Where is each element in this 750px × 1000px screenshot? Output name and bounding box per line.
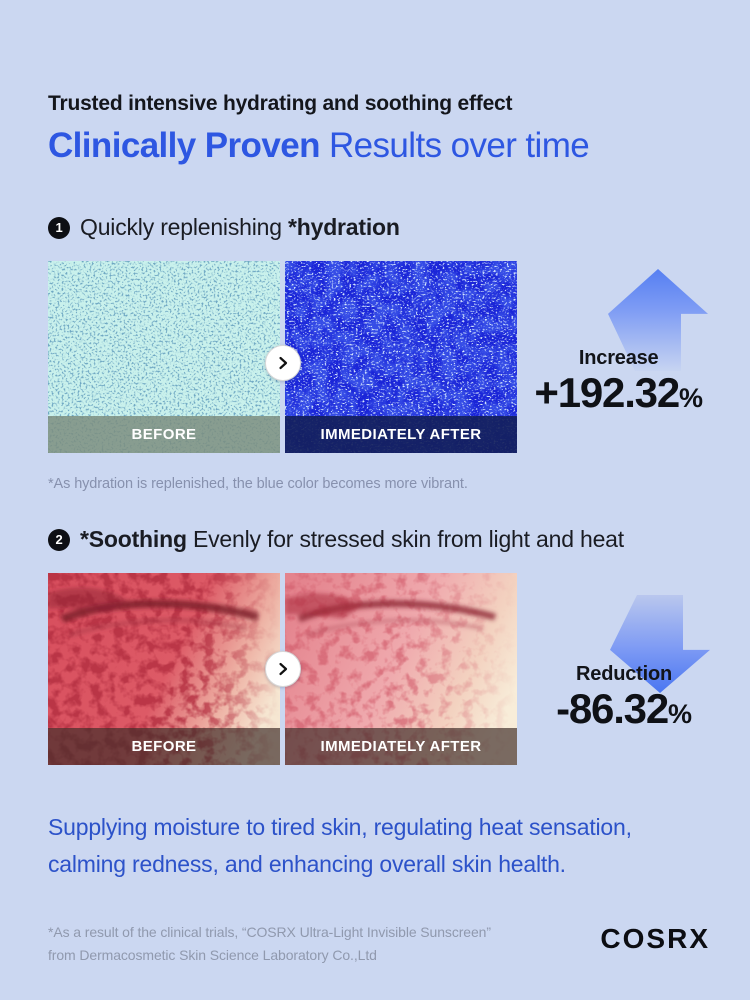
cosrx-logo: COSRX: [600, 922, 710, 954]
soothing-before-label: BEFORE: [48, 728, 280, 765]
soothing-after-image: IMMEDIATELY AFTER: [285, 573, 517, 765]
summary-line2: calming redness, and enhancing overall s…: [48, 850, 566, 877]
soothing-comparison: BEFORE: [48, 573, 710, 765]
summary-line1: Supplying moisture to tired skin, regula…: [48, 814, 632, 840]
hydration-after-label: IMMEDIATELY AFTER: [285, 416, 517, 453]
section2-heading-text: *Soothing Evenly for stressed skin from …: [80, 526, 624, 552]
soothing-before-image: BEFORE: [48, 573, 280, 765]
section1-heading: 1 Quickly replenishing *hydration: [48, 214, 710, 241]
percent-sign: %: [667, 699, 692, 729]
clinical-trial-note: *As a result of the clinical trials, “CO…: [48, 921, 491, 967]
page-title-rest: Results over time: [319, 126, 590, 165]
section2-number-badge: 2: [48, 528, 70, 551]
summary-paragraph: Supplying moisture to tired skin, regula…: [48, 809, 710, 883]
soothing-stat-column: Reduction -86.32%: [520, 573, 710, 765]
hydration-stat-label: Increase: [578, 347, 659, 369]
section2-heading: 2 *Soothing Evenly for stressed skin fro…: [48, 526, 710, 553]
chevron-right-icon: [279, 356, 288, 370]
soothing-stat: Reduction -86.32%: [556, 663, 692, 731]
soothing-stat-value: -86.32%: [556, 685, 692, 732]
page-title-bold: Clinically Proven: [48, 126, 320, 165]
page-title: Clinically Proven Results over time: [48, 126, 710, 166]
hydration-stat: Increase +192.32%: [534, 347, 703, 415]
compare-arrow-button[interactable]: [265, 651, 301, 687]
hydration-footnote: *As hydration is replenished, the blue c…: [48, 476, 468, 492]
footer: *As a result of the clinical trials, “CO…: [48, 921, 710, 967]
hydration-stat-column: Increase +192.32%: [520, 261, 710, 453]
hydration-after-image: IMMEDIATELY AFTER: [285, 261, 517, 453]
section1-heading-text: Quickly replenishing *hydration: [80, 214, 400, 240]
hydration-comparison: BEFORE: [48, 261, 710, 453]
hydration-stat-value: +192.32%: [534, 369, 703, 416]
section1-number-badge: 1: [48, 216, 70, 239]
clinical-trial-note-line2: from Dermacosmetic Skin Science Laborato…: [48, 946, 377, 963]
percent-sign: %: [678, 383, 703, 413]
eyebrow-text: Trusted intensive hydrating and soothing…: [48, 92, 513, 115]
compare-arrow-button[interactable]: [265, 345, 301, 381]
hydration-before-label: BEFORE: [48, 416, 280, 453]
chevron-right-icon: [279, 662, 288, 676]
clinical-trial-note-line1: *As a result of the clinical trials, “CO…: [48, 923, 491, 940]
hydration-before-image: BEFORE: [48, 261, 280, 453]
soothing-stat-label: Reduction: [576, 663, 673, 685]
soothing-after-label: IMMEDIATELY AFTER: [285, 728, 517, 765]
